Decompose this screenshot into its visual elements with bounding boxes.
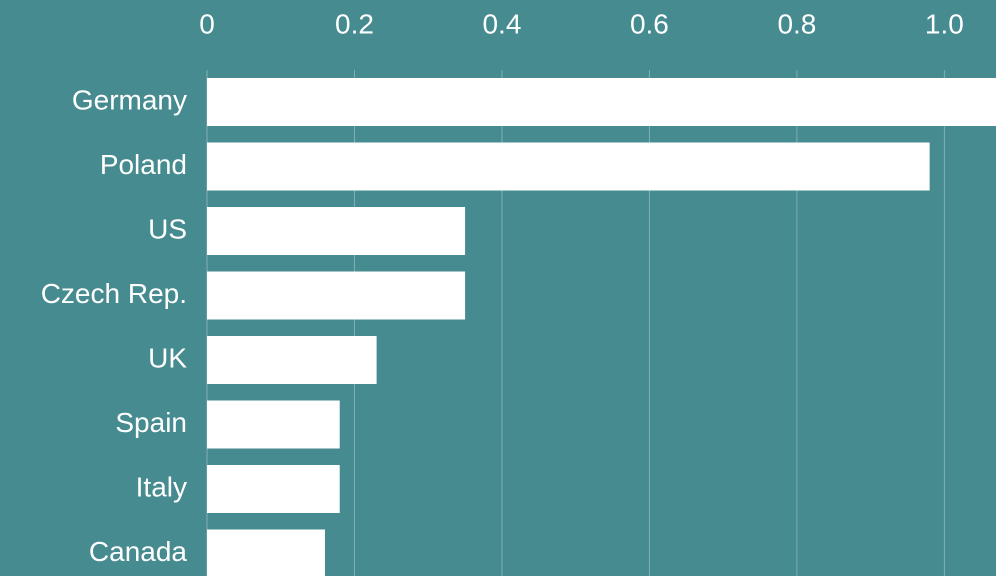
x-tick-label: 0.8 (777, 8, 816, 39)
y-tick-label: Poland (100, 149, 187, 180)
y-tick-label: US (148, 213, 187, 244)
bar (207, 142, 930, 191)
y-tick-label: Germany (72, 84, 187, 115)
x-tick-label: 0 (199, 8, 215, 39)
y-tick-label: Spain (115, 407, 187, 438)
y-tick-label: Italy (136, 471, 187, 502)
bar (207, 78, 996, 126)
y-tick-label: Canada (89, 536, 188, 567)
x-tick-label: 0.2 (335, 8, 374, 39)
x-tick-label: 0.4 (482, 8, 521, 39)
y-tick-label: Czech Rep. (41, 278, 187, 309)
y-tick-label: UK (148, 342, 187, 373)
bar (207, 271, 466, 320)
x-tick-label: 0.6 (630, 8, 669, 39)
x-tick-label: 1.0 (925, 8, 964, 39)
bar (207, 207, 466, 255)
bar (207, 400, 340, 449)
bar (207, 336, 377, 384)
bar (207, 465, 340, 513)
bar (207, 529, 325, 576)
